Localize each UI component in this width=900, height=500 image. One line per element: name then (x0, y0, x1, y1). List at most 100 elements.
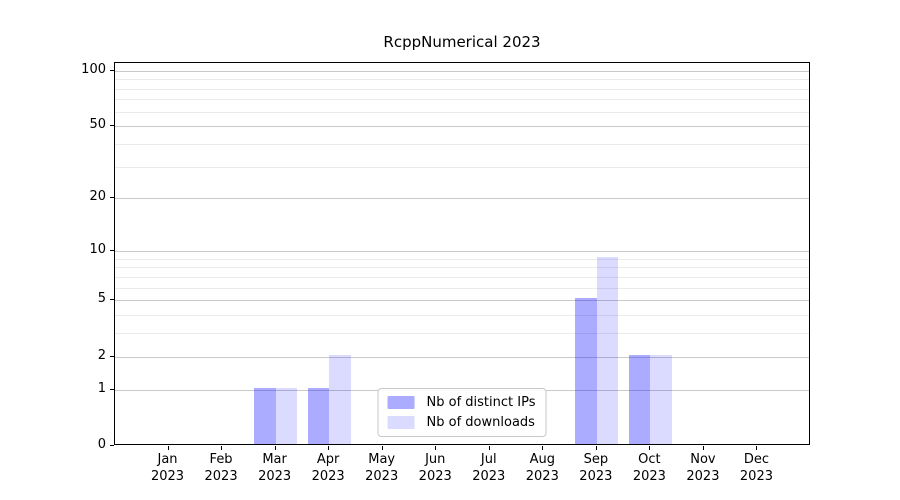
gridline-minor (115, 287, 809, 289)
x-tick-label: Jan 2023 (128, 451, 208, 485)
legend-label-downloads: Nb of downloads (426, 415, 535, 430)
gridline-major (115, 198, 809, 200)
x-axis-tick (488, 446, 490, 450)
x-tick-month: Oct (638, 452, 661, 467)
bar-distinct-ips-sep (575, 298, 597, 444)
bar-downloads-mar (275, 387, 298, 444)
y-tick-label: 0 (97, 437, 106, 452)
x-tick-year: 2023 (150, 469, 185, 484)
gridline-minor (115, 333, 809, 335)
gridline-major (115, 250, 809, 252)
x-axis-tick (595, 446, 597, 450)
y-tick-label: 50 (89, 117, 106, 133)
x-tick-month: May (368, 452, 396, 467)
y-axis-tick (110, 249, 114, 251)
x-tick-label: Aug 2023 (502, 451, 582, 485)
plot-area: Nb of distinct IPs Nb of downloads (114, 62, 810, 445)
gridline-major (115, 126, 809, 128)
legend: Nb of distinct IPs Nb of downloads (377, 388, 547, 437)
y-axis-tick (110, 69, 114, 71)
x-axis-tick (542, 446, 544, 450)
x-tick-month: Mar (262, 452, 287, 467)
x-tick-label: Jul 2023 (449, 451, 529, 485)
x-tick-year: 2023 (418, 469, 452, 484)
gridline-minor (115, 99, 809, 101)
x-tick-label: Nov 2023 (663, 451, 743, 485)
y-tick-label: 10 (89, 241, 106, 257)
x-tick-month: Feb (209, 452, 233, 467)
gridline-minor (115, 166, 809, 168)
x-tick-year: 2023 (311, 469, 345, 484)
x-tick-label: Dec 2023 (716, 451, 796, 485)
x-tick-year: 2023 (472, 469, 506, 484)
x-tick-year: 2023 (579, 469, 613, 484)
y-tick-label: 2 (97, 347, 106, 363)
x-tick-year: 2023 (258, 469, 292, 484)
x-axis-tick (649, 446, 651, 450)
gridline-minor (115, 267, 809, 269)
x-tick-month: Apr (316, 452, 340, 467)
bar-downloads-oct (650, 354, 672, 444)
gridline-minor (115, 143, 809, 145)
x-tick-label: Feb 2023 (181, 451, 261, 485)
x-tick-label: Mar 2023 (235, 451, 315, 485)
x-tick-month: Nov (690, 452, 716, 467)
y-axis-tick (110, 299, 114, 301)
y-axis-tick (110, 125, 114, 127)
legend-item-distinct-ips: Nb of distinct IPs (387, 395, 536, 410)
gridline-minor (115, 276, 809, 278)
gridline-major (115, 70, 809, 72)
x-axis-tick (702, 446, 704, 450)
bar-distinct-ips-mar (254, 387, 276, 444)
gridline-minor (115, 315, 809, 317)
bar-downloads-sep (596, 256, 619, 444)
legend-item-downloads: Nb of downloads (387, 415, 536, 430)
x-tick-month: Sep (583, 452, 609, 467)
gridline-minor (115, 258, 809, 260)
bar-downloads-apr (329, 354, 351, 444)
bar-distinct-ips-apr (307, 387, 330, 444)
x-tick-label: Jun 2023 (395, 451, 475, 485)
x-tick-year: 2023 (365, 469, 399, 484)
y-tick-label: 1 (97, 380, 106, 396)
x-axis-tick (435, 446, 437, 450)
x-axis-tick (381, 446, 383, 450)
legend-label-distinct-ips: Nb of distinct IPs (426, 395, 536, 410)
x-tick-year: 2023 (204, 469, 238, 484)
x-tick-label: Sep 2023 (556, 451, 636, 485)
y-tick-label: 5 (97, 291, 106, 307)
x-tick-year: 2023 (686, 469, 720, 484)
x-tick-year: 2023 (739, 469, 773, 484)
gridline-minor (115, 88, 809, 90)
x-tick-year: 2023 (632, 469, 666, 484)
x-tick-month: Jul (480, 452, 497, 467)
gridline-major (115, 356, 809, 358)
y-axis-tick (110, 355, 114, 357)
x-axis-tick (328, 446, 330, 450)
gridline-minor (115, 111, 809, 113)
x-tick-label: Oct 2023 (609, 451, 689, 485)
chart-title: RcppNumerical 2023 (383, 33, 541, 51)
legend-swatch-distinct-ips (387, 396, 415, 409)
x-axis-tick (274, 446, 276, 450)
bar-distinct-ips-oct (628, 354, 651, 444)
legend-swatch-downloads (387, 416, 415, 429)
y-axis-tick (110, 445, 114, 446)
y-axis-tick (110, 197, 114, 199)
x-tick-month: Jun (425, 452, 446, 467)
y-axis-tick (110, 388, 114, 390)
x-tick-month: Jan (157, 452, 178, 467)
x-axis-tick (756, 446, 758, 450)
x-tick-year: 2023 (525, 469, 559, 484)
x-axis-tick (167, 446, 169, 450)
x-tick-label: Apr 2023 (288, 451, 368, 485)
x-tick-month: Aug (529, 452, 555, 467)
gridline-major (115, 300, 809, 302)
y-tick-label: 100 (81, 61, 106, 77)
x-tick-month: Dec (743, 452, 770, 467)
y-tick-label: 20 (89, 189, 106, 205)
gridline-minor (115, 79, 809, 81)
x-axis-tick (221, 446, 223, 450)
x-tick-label: May 2023 (342, 451, 422, 485)
